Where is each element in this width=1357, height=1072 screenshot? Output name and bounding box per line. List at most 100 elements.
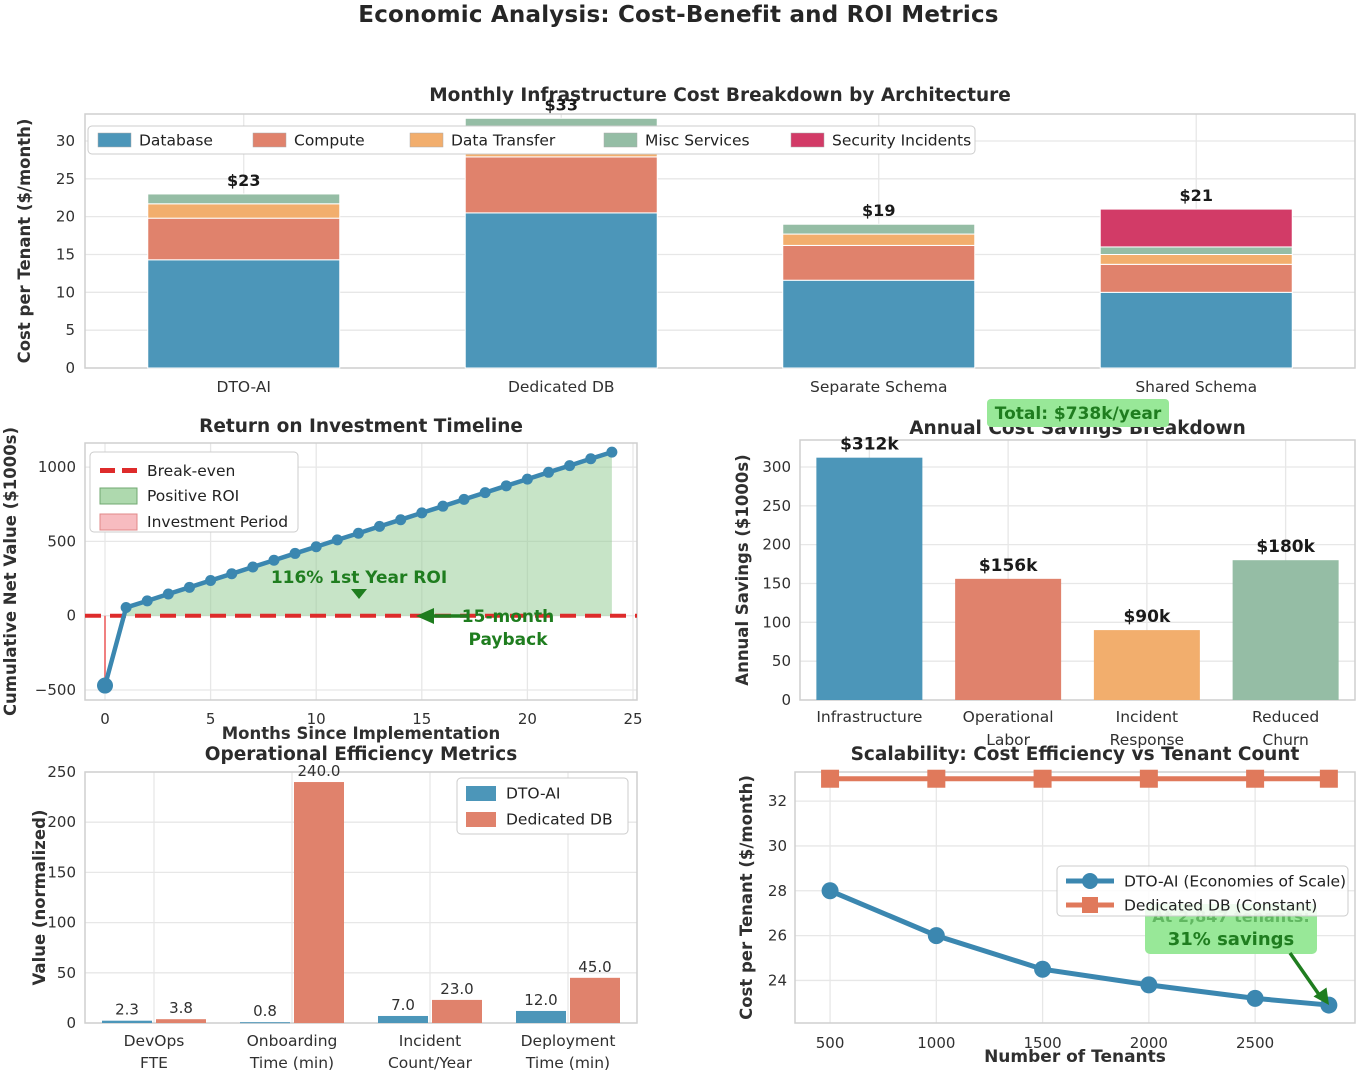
y-tick-label: 250 <box>47 763 76 781</box>
x-tick-label: 15 <box>412 710 431 728</box>
bar-segment-data-transfer <box>782 233 976 246</box>
square-marker <box>1139 769 1158 788</box>
y-tick-label: 24 <box>768 971 787 989</box>
annotation-arrow-shaft <box>1288 951 1322 998</box>
efficiency-bar-dedicated-db <box>156 1019 206 1023</box>
legend-label: Positive ROI <box>147 487 239 505</box>
y-axis-label: Cumulative Net Value ($1000s) <box>1 427 20 716</box>
x-tick-label: DevOps <box>124 1032 185 1050</box>
circle-marker <box>1034 960 1052 978</box>
bar-segment-database <box>782 279 976 369</box>
y-tick-label: 5 <box>65 321 75 339</box>
y-tick-label: 0 <box>66 1014 76 1032</box>
roi-point <box>395 514 407 526</box>
circle-marker <box>927 927 945 945</box>
legend-label: Compute <box>294 132 365 150</box>
roi-point <box>416 507 428 519</box>
roi-point <box>374 520 386 532</box>
y-tick-label: 150 <box>47 863 76 881</box>
y-tick-label: 200 <box>762 536 791 554</box>
x-tick-label: Infrastructure <box>816 708 922 726</box>
bar-total-label: $23 <box>227 171 260 190</box>
dto-ai-line <box>829 888 1330 1008</box>
y-tick-label: 300 <box>762 458 791 476</box>
legend-circle-marker <box>1082 873 1098 889</box>
y-tick-label: 15 <box>56 245 75 263</box>
roi-point <box>120 602 132 614</box>
main-title: Economic Analysis: Cost-Benefit and ROI … <box>358 2 999 28</box>
roi-point <box>247 561 259 573</box>
roi-point <box>543 466 555 478</box>
efficiency-bar-dto-ai <box>516 1010 566 1023</box>
y-tick-label: 100 <box>762 613 791 631</box>
bar-segment-data-transfer <box>147 203 341 219</box>
bar-segment-security-incidents <box>1099 208 1293 248</box>
legend-dash <box>100 468 115 473</box>
annotation-line2: 31% savings <box>1168 929 1295 950</box>
legend-swatch-salmon <box>466 812 496 827</box>
bar-value-label: 12.0 <box>524 991 557 1009</box>
legend-swatch-salmon <box>252 132 287 148</box>
y-tick-label: 30 <box>56 132 75 150</box>
roi-point <box>268 554 280 566</box>
y-tick-label: 250 <box>762 497 791 515</box>
efficiency-bar-dto-ai <box>240 1022 290 1024</box>
x-tick-label: DTO-AI <box>217 378 271 396</box>
bar-segment-database <box>147 259 341 369</box>
bar-segment-compute <box>782 244 976 281</box>
legend-swatch-orange <box>409 132 444 148</box>
payback-annotation-line2: Payback <box>468 630 548 650</box>
bar-value-label: $180k <box>1256 537 1315 557</box>
roi-point <box>97 677 113 694</box>
legend-swatch-positive-roi <box>99 487 138 505</box>
legend-label: Data Transfer <box>451 132 556 150</box>
roi-point <box>310 541 322 553</box>
roi-point <box>183 581 195 593</box>
bar-segment-misc-services <box>147 193 341 205</box>
bar-value-label: 2.3 <box>115 1001 139 1019</box>
bar-value-label: $156k <box>979 556 1038 576</box>
total-badge <box>987 399 1169 427</box>
chart-title-roi: Return on Investment Timeline <box>199 416 523 437</box>
x-tick-label: 1500 <box>1023 1034 1061 1052</box>
legend-swatch-blue <box>466 786 496 801</box>
down-arrow-icon <box>351 589 367 599</box>
left-arrow-icon <box>416 608 434 624</box>
y-tick-label: 0 <box>65 359 75 377</box>
y-tick-label: 150 <box>762 574 791 592</box>
bar-value-label: 240.0 <box>298 762 341 780</box>
x-tick-label: 500 <box>816 1034 845 1052</box>
bar-value-label: 0.8 <box>253 1002 277 1020</box>
y-tick-label: 28 <box>768 882 787 900</box>
x-axis-label: Months Since Implementation <box>222 724 500 743</box>
y-tick-label: 30 <box>768 837 787 855</box>
legend-box <box>1056 865 1349 917</box>
bar-value-label: 23.0 <box>440 980 473 998</box>
x-tick-label: 0 <box>100 710 110 728</box>
roi-point <box>331 534 343 546</box>
y-tick-label: 500 <box>47 532 76 550</box>
x-tick-label: Separate Schema <box>810 378 947 396</box>
legend-box <box>456 777 629 835</box>
efficiency-bar-dto-ai <box>378 1015 428 1023</box>
y-axis-label: Annual Savings ($1000s) <box>733 454 752 685</box>
roi-point <box>352 527 364 539</box>
legend-dash <box>122 468 137 473</box>
y-tick-label: 0 <box>781 691 791 709</box>
x-tick-label: Incident <box>399 1032 462 1050</box>
legend-label: Break-even <box>147 462 235 480</box>
x-tick-label: Shared Schema <box>1135 378 1257 396</box>
legend-swatch-investment <box>99 513 138 531</box>
bar-segment-database <box>1099 291 1293 369</box>
x-tick-label: 20 <box>518 710 537 728</box>
chart-title-efficiency: Operational Efficiency Metrics <box>205 744 517 765</box>
legend-label: Database <box>139 132 213 150</box>
bar-segment-compute <box>147 217 341 261</box>
legend-label: DTO-AI (Economies of Scale) <box>1124 873 1346 891</box>
legend-label: Misc Services <box>645 132 750 150</box>
x-axis-label: Number of Tenants <box>984 1047 1166 1067</box>
legend-label: Investment Period <box>147 513 288 531</box>
roi-annotation: 116% 1st Year ROI <box>271 568 447 588</box>
payback-annotation-line1: 15-month <box>462 607 554 627</box>
x-tick-label: 5 <box>206 710 216 728</box>
